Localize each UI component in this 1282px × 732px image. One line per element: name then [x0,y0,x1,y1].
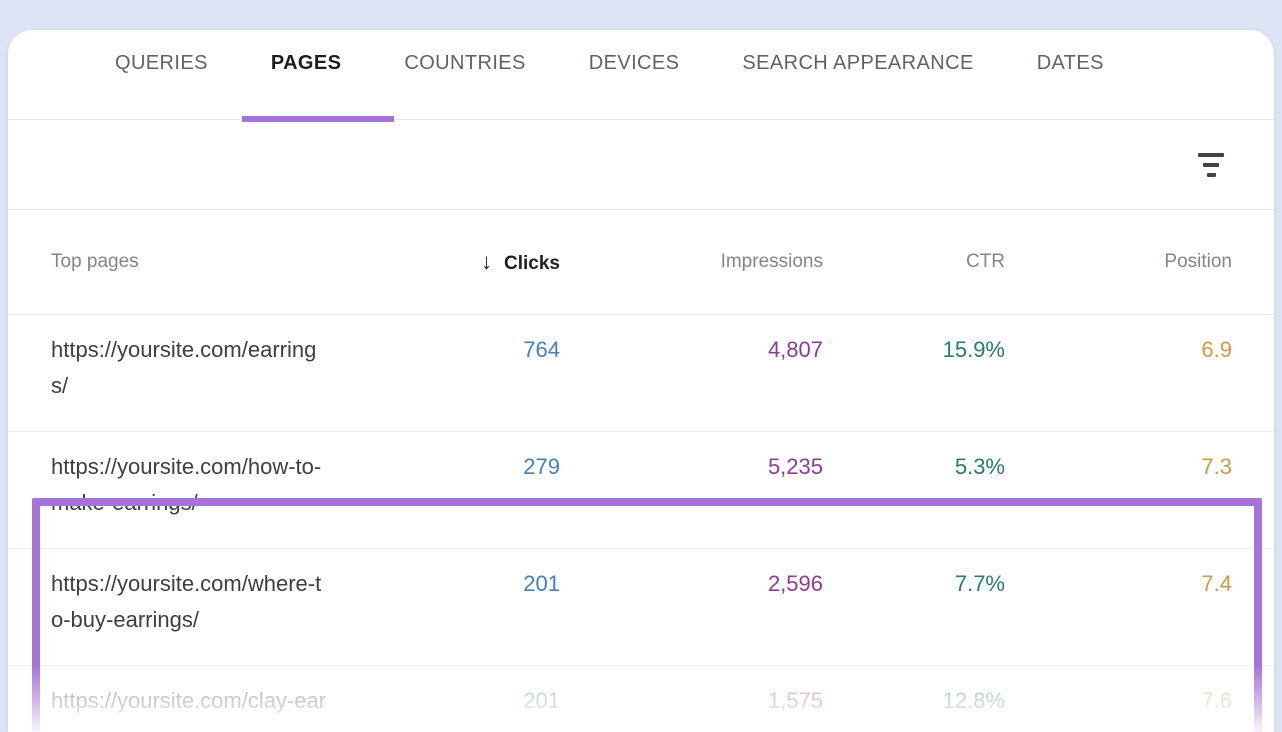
tab-pages[interactable]: PAGES [270,52,342,74]
table-row[interactable]: https://yoursite.com/earrings/ 764 4,807… [8,315,1274,432]
page-url[interactable]: https://yoursite.com/where-to-buy-earrin… [51,571,322,632]
filter-bar-bottom [1206,172,1216,177]
filter-list-icon[interactable] [1194,149,1228,181]
impressions-value: 5,235 [767,454,823,479]
impressions-value: 4,807 [767,337,823,362]
tab-dates[interactable]: DATES [1036,52,1104,74]
column-header-impressions[interactable]: Impressions [720,251,823,272]
ctr-value: 7.7% [954,571,1005,596]
ctr-value: 12.8% [942,688,1005,713]
position-value: 6.9 [1201,337,1232,362]
clicks-value: 764 [523,337,560,362]
filter-bar-top [1198,152,1224,157]
ctr-value: 5.3% [954,454,1005,479]
table-row[interactable]: https://yoursite.com/clay-earr 201 1,575… [8,666,1274,732]
column-header-ctr[interactable]: CTR [965,251,1005,272]
position-value: 7.3 [1201,454,1232,479]
active-tab-indicator [242,116,394,122]
filter-bar-middle [1203,162,1219,167]
sort-descending-arrow-icon: ↓ [481,249,493,274]
tab-countries[interactable]: COUNTRIES [404,52,526,74]
impressions-value: 1,575 [767,688,823,713]
clicks-value: 201 [523,571,560,596]
column-header-clicks[interactable]: ↓ Clicks [411,249,560,275]
clicks-value: 279 [523,454,560,479]
performance-report-card: QUERIES PAGES COUNTRIES DEVICES SEARCH A… [8,30,1274,732]
column-header-top-pages: Top pages [51,251,139,272]
tab-devices[interactable]: DEVICES [588,52,680,74]
tab-search-appearance[interactable]: SEARCH APPEARANCE [742,52,974,74]
page-url[interactable]: https://yoursite.com/earrings/ [51,337,317,398]
column-header-clicks-label: Clicks [504,253,560,274]
page-url[interactable]: https://yoursite.com/how-to-make-earring… [51,454,322,515]
impressions-value: 2,596 [767,571,823,596]
table-row[interactable]: https://yoursite.com/how-to-make-earring… [8,432,1274,549]
ctr-value: 15.9% [942,337,1005,362]
top-pages-table: Top pages ↓ Clicks Impressions CTR Positi… [8,210,1274,732]
position-value: 7.6 [1201,688,1232,713]
filter-bar [8,120,1274,210]
table-header-row: Top pages ↓ Clicks Impressions CTR Positi… [8,210,1274,315]
clicks-value: 201 [523,688,560,713]
dimension-tabs: QUERIES PAGES COUNTRIES DEVICES SEARCH A… [8,30,1274,122]
position-value: 7.4 [1201,571,1232,596]
column-header-position[interactable]: Position [1164,251,1232,272]
tab-queries[interactable]: QUERIES [115,52,208,74]
table-row[interactable]: https://yoursite.com/where-to-buy-earrin… [8,549,1274,666]
page-url[interactable]: https://yoursite.com/clay-earr [51,688,327,732]
